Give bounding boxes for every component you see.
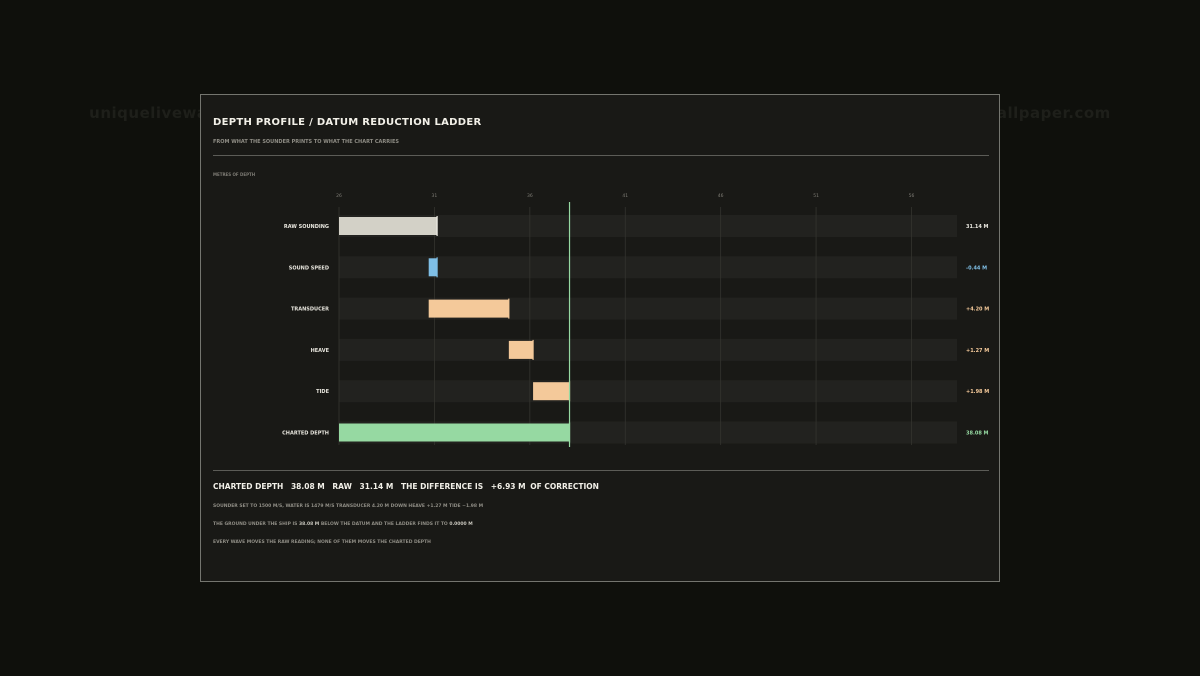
- footer-divider: [213, 470, 989, 471]
- summary-raw-label: RAW: [332, 482, 352, 491]
- summary-charted-label: CHARTED DEPTH: [213, 482, 284, 491]
- x-tick-label: 56: [909, 193, 915, 199]
- value-label: +1.27 M: [966, 348, 989, 354]
- summary-line: CHARTED DEPTH 38.08 M RAW 31.14 M THE DI…: [213, 482, 604, 491]
- x-tick-label: 26: [336, 193, 342, 199]
- value-label: +4.20 M: [966, 307, 989, 313]
- summary-difference-value: +6.93 M: [490, 482, 526, 491]
- note-ground-prefix: THE GROUND UNDER THE SHIP IS: [213, 522, 298, 527]
- summary-difference-suffix: OF CORRECTION: [530, 482, 599, 491]
- summary-raw-value: 31.14 M: [359, 482, 394, 491]
- x-axis-label: METRES OF DEPTH: [213, 172, 256, 177]
- row-label: TIDE: [316, 389, 329, 395]
- note-waves: EVERY WAVE MOVES THE RAW READING; NONE O…: [213, 540, 431, 545]
- x-tick-label: 41: [622, 193, 628, 199]
- note-ground: THE GROUND UNDER THE SHIP IS 38.08 M BEL…: [213, 522, 473, 527]
- row-label: CHARTED DEPTH: [282, 431, 329, 437]
- row-label: RAW SOUNDING: [284, 224, 329, 230]
- x-tick-label: 36: [527, 193, 533, 199]
- note-ground-residual: 0.0000 M: [449, 522, 473, 527]
- note-settings: SOUNDER SET TO 1500 M/S, WATER IS 1479 M…: [213, 504, 484, 509]
- row-track: [339, 380, 957, 403]
- chart-title: DEPTH PROFILE / DATUM REDUCTION LADDER: [213, 117, 482, 128]
- summary-charted-value: 38.08 M: [290, 482, 325, 491]
- row-label: HEAVE: [311, 348, 330, 354]
- row-track: [339, 215, 957, 237]
- row-label: SOUND SPEED: [289, 265, 329, 271]
- bar-correction: [428, 299, 509, 318]
- value-label: 31.14 M: [966, 224, 989, 230]
- note-ground-depth: 38.08 M: [298, 522, 320, 527]
- row-track: [339, 256, 957, 279]
- x-tick-label: 51: [813, 193, 819, 199]
- bar-correction: [533, 382, 570, 401]
- row-track: [339, 338, 957, 361]
- bar-sound_speed: [428, 258, 438, 277]
- x-tick-label: 31: [432, 193, 438, 199]
- bar-charted: [339, 423, 570, 442]
- bar-correction: [508, 340, 534, 359]
- depth-profile-panel: DEPTH PROFILE / DATUM REDUCTION LADDER F…: [200, 94, 1000, 582]
- value-label: -0.44 M: [966, 265, 987, 271]
- x-tick-label: 46: [718, 193, 724, 199]
- header-divider: [213, 155, 989, 156]
- note-ground-mid: BELOW THE DATUM AND THE LADDER FINDS IT …: [320, 522, 448, 527]
- value-label: 38.08 M: [966, 431, 989, 437]
- row-label: TRANSDUCER: [291, 307, 329, 313]
- value-label: +1.98 M: [966, 389, 989, 395]
- summary-difference-prefix: THE DIFFERENCE IS: [400, 482, 484, 491]
- chart-subtitle: FROM WHAT THE SOUNDER PRINTS TO WHAT THE…: [213, 139, 399, 145]
- bar-raw: [339, 217, 438, 235]
